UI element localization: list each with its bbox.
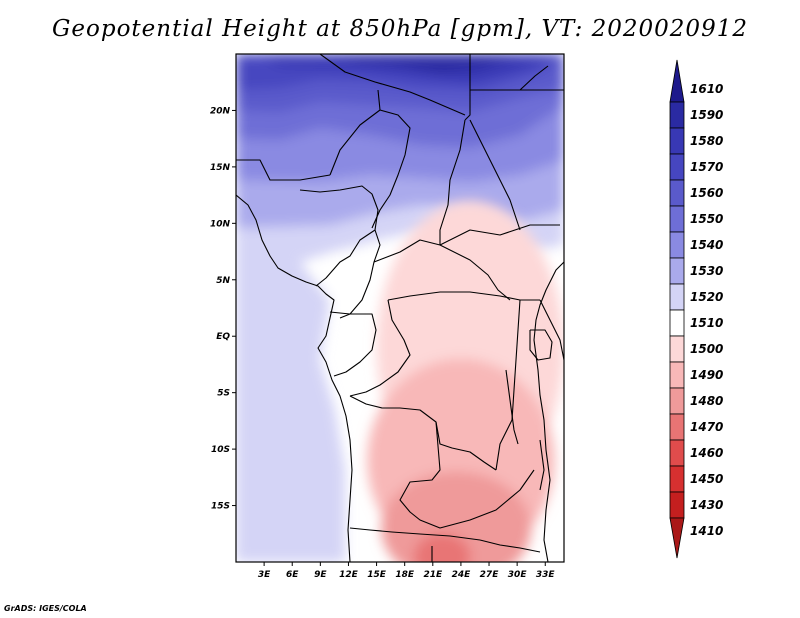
coastline-west-africa — [236, 194, 353, 562]
map-title: Geopotential Height at 850hPa [gpm], VT:… — [52, 16, 748, 42]
height-field — [236, 54, 564, 562]
x-tick-label: 33E — [536, 570, 556, 580]
y-tick-label: 10S — [211, 445, 230, 455]
colorbar-swatch-1500 — [669, 335, 685, 363]
y-tick-label: 20N — [210, 106, 231, 116]
colorbar-label: 1530 — [690, 264, 723, 278]
coastline-east — [533, 261, 564, 562]
border-car — [373, 239, 511, 301]
colorbar-label: 1410 — [690, 524, 723, 538]
colorbar-label: 1570 — [690, 160, 723, 174]
colorbar-swatch-1510 — [669, 309, 685, 337]
colorbar-label: 1550 — [690, 212, 723, 226]
y-tick-label: 15S — [211, 502, 230, 512]
border-angola-namibia — [349, 527, 481, 541]
border-libya-egypt — [464, 54, 471, 121]
level-zone-1480 — [381, 471, 532, 562]
colorbar-swatch-1550 — [669, 205, 685, 233]
border-algeria-libya — [319, 54, 466, 116]
grads-credit: GrADS: IGES/COLA — [4, 604, 87, 613]
lake-victoria — [529, 329, 553, 361]
border-nigeria — [299, 185, 379, 287]
border-mali-niger — [329, 89, 381, 176]
y-tick-label: 5N — [216, 276, 230, 286]
colorbar-label: 1490 — [690, 368, 723, 382]
colorbar-label: 1560 — [690, 186, 723, 200]
border-drc-east — [495, 299, 521, 471]
band-1590 — [330, 54, 520, 74]
border-gabon-congo — [329, 311, 377, 377]
colorbar-label: 1450 — [690, 472, 723, 486]
colorbar-label: 1500 — [690, 342, 723, 356]
atlantic-1520 — [236, 262, 345, 562]
x-tick-label: 6E — [286, 570, 299, 580]
x-tick-label: 15E — [367, 570, 387, 580]
colorbar-swatch-1520 — [669, 283, 685, 311]
colorbar-swatch-1490 — [669, 361, 685, 389]
country-borders — [236, 54, 564, 562]
colorbar-swatch-1580 — [669, 127, 685, 155]
y-tick-label: 10N — [210, 219, 231, 229]
colorbar-swatch-1480 — [669, 387, 685, 415]
level-zone-1470 — [414, 533, 471, 562]
plot-area: 3E 6E 9E 12E 15E 18E 21E 24E 27E 30E 33E 20N 15N 10N… — [210, 53, 565, 580]
x-tick-label: 12E — [339, 570, 359, 580]
border-zimbabwe — [479, 539, 541, 553]
colorbar-swatch-1610 — [669, 59, 685, 103]
colorbar-swatch-1530 — [669, 257, 685, 285]
colorbar-swatch-1560 — [669, 179, 685, 207]
y-tick-label: EQ — [216, 332, 230, 342]
colorbar-swatch-1410 — [669, 517, 685, 559]
x-tick-label: 27E — [480, 570, 500, 580]
y-tick-label: 15N — [210, 163, 231, 173]
border-niger-chad — [371, 109, 411, 229]
colorbar-label: 1480 — [690, 394, 723, 408]
colorbar-label: 1470 — [690, 420, 723, 434]
colorbar-swatch-1570 — [669, 153, 685, 181]
colorbar-label: 1610 — [690, 82, 723, 96]
colorbar: 1610 1590 1580 1570 1560 1550 1540 1530 1520 1510… — [669, 59, 723, 559]
y-axis: 20N 15N 10N 5N EQ 5S 10S 15S — [210, 106, 236, 512]
colorbar-label: 1430 — [690, 498, 723, 512]
nile — [469, 119, 521, 231]
border-zambia — [399, 421, 535, 529]
x-tick-label: 24E — [452, 570, 472, 580]
x-axis: 3E 6E 9E 12E 15E 18E 21E 24E 27E 30E 33E — [258, 562, 556, 580]
colorbar-label: 1580 — [690, 134, 723, 148]
level-zones — [367, 200, 564, 562]
colorbar-swatch-1590 — [669, 101, 685, 129]
colorbar-label: 1510 — [690, 316, 723, 330]
border-chad-sudan — [439, 119, 466, 245]
border-sudan-ssudan — [439, 224, 560, 246]
lake-tanganyika — [505, 369, 519, 445]
colorbar-swatch-1540 — [669, 231, 685, 259]
border-drc-west — [349, 299, 411, 397]
colorbar-label: 1590 — [690, 108, 723, 122]
colorbar-label: 1540 — [690, 238, 723, 252]
x-tick-label: 3E — [258, 570, 271, 580]
lake-malawi — [539, 439, 545, 491]
colorbar-swatch-1470 — [669, 413, 685, 441]
x-tick-label: 21E — [423, 570, 443, 580]
red-sea-coast — [519, 65, 549, 91]
y-tick-label: 5S — [217, 389, 230, 399]
border-east-africa — [539, 299, 564, 361]
colorbar-label: 1520 — [690, 290, 723, 304]
colorbar-swatch-1430 — [669, 491, 685, 519]
plot-frame — [235, 53, 565, 563]
border-mauritania-mali — [236, 159, 331, 181]
colorbar-label: 1460 — [690, 446, 723, 460]
colorbar-swatch-1460 — [669, 439, 685, 467]
x-tick-label: 9E — [314, 570, 327, 580]
x-tick-label: 18E — [395, 570, 415, 580]
x-tick-label: 30E — [508, 570, 528, 580]
field-shading — [236, 54, 564, 562]
colorbar-swatch-1450 — [669, 465, 685, 493]
